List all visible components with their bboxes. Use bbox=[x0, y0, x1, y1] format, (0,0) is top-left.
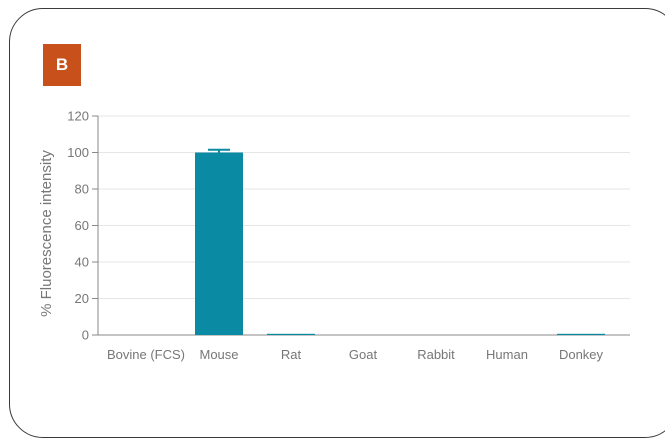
y-tick-label: 0 bbox=[82, 328, 89, 343]
x-tick-labels: Bovine (FCS) Mouse Rat Goat Rabbit Human Donke… bbox=[107, 347, 604, 362]
bars bbox=[195, 150, 605, 335]
bar-chart: 0 20 40 60 80 100 120 Bovine (FCS) Mouse Rat Goat… bbox=[0, 0, 665, 426]
y-tick-label: 60 bbox=[75, 218, 89, 233]
x-tick-label: Rat bbox=[281, 347, 302, 362]
x-tick-label: Bovine (FCS) bbox=[107, 347, 185, 362]
y-tick-label: 100 bbox=[67, 145, 89, 160]
x-tick-label: Goat bbox=[349, 347, 378, 362]
y-tick-label: 20 bbox=[75, 291, 89, 306]
y-tick-labels: 0 20 40 60 80 100 120 bbox=[67, 109, 89, 343]
x-tick-label: Donkey bbox=[559, 347, 604, 362]
y-tick-label: 40 bbox=[75, 255, 89, 270]
bar-donkey bbox=[557, 334, 605, 335]
y-axis-title: % Fluorescence intensity bbox=[38, 150, 55, 317]
gridlines bbox=[98, 116, 630, 299]
x-tick-label: Mouse bbox=[199, 347, 238, 362]
y-tick-label: 80 bbox=[75, 182, 89, 197]
x-tick-label: Human bbox=[486, 347, 528, 362]
bar-rat bbox=[267, 334, 315, 335]
x-tick-label: Rabbit bbox=[417, 347, 455, 362]
bar-mouse bbox=[195, 153, 243, 336]
y-tick-label: 120 bbox=[67, 109, 89, 124]
